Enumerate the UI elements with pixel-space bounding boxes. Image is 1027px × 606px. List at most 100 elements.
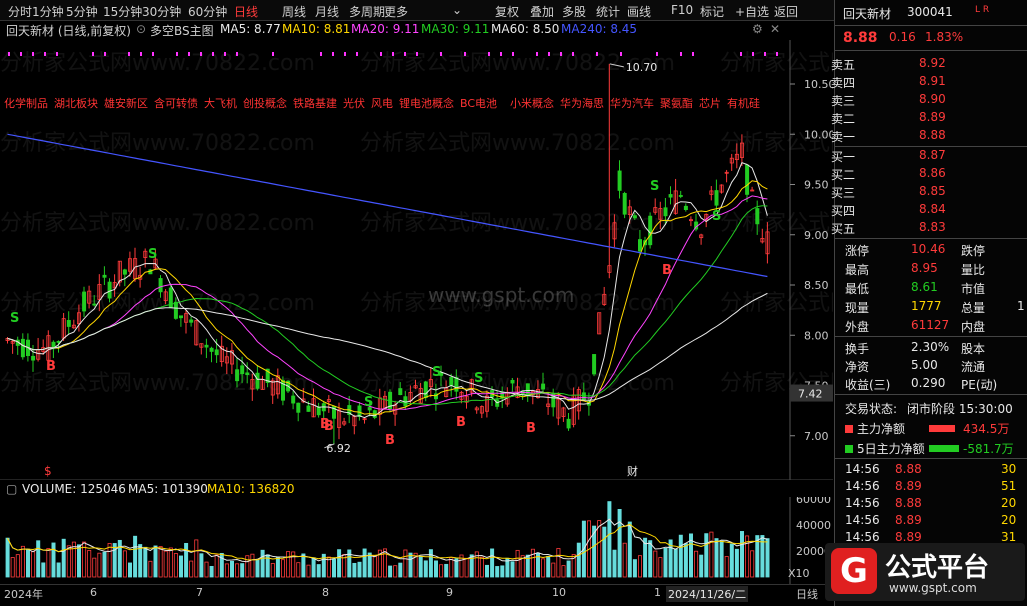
toolbar-6[interactable]: 日线 [234,3,258,20]
volume-chart[interactable]: 60000 40000 20000 X10 [0,497,833,584]
toolbar-4[interactable]: 30分钟 [142,3,181,20]
concept-tag[interactable]: 华为汽车 [610,95,654,111]
stat-value: 1777 [911,299,942,313]
candle-body [215,350,218,355]
chart-header: 回天新材 (日线,前复权) ⊙ 多空BS主图 MA5: 8.77 MA10: 8… [0,20,833,38]
bid-price[interactable]: 8.87 [919,148,946,162]
stat-label: 跌停 [961,242,985,259]
bid-price[interactable]: 8.85 [919,184,946,198]
tick-time: 14:56 [845,479,880,493]
toolbar-13[interactable]: 多股 [562,3,586,20]
price-marker: 7.42 [798,388,823,401]
concept-tag[interactable]: 有机硅 [727,95,760,111]
volume-bar [98,553,101,577]
dropdown-icon[interactable]: ⊙ [136,22,146,36]
toolbar-5[interactable]: 60分钟 [188,3,227,20]
ask-price[interactable]: 8.90 [919,92,946,106]
volume-bar [638,556,641,577]
toolbar-17[interactable]: 标记 [700,3,724,20]
volume-bar [190,561,193,577]
volume-unit: X10 [788,567,810,580]
concept-tag[interactable]: 化学制品 [4,95,48,111]
concept-tag[interactable]: 创投概念 [243,95,287,111]
toolbar-7[interactable]: 周线 [282,3,306,20]
candle-body [317,407,320,415]
concept-tag[interactable]: 锂电池概念 [399,95,454,111]
concept-tag[interactable]: 华为海思 [560,95,604,111]
volume-bar [312,558,315,577]
volume-header: ▢ VOLUME: 125046 MA5: 101390 MA10: 13682… [0,481,833,497]
dollar-marker[interactable]: $ [44,464,52,478]
ask-price[interactable]: 8.92 [919,56,946,70]
concept-tag[interactable]: 芯片 [699,95,721,111]
concept-tag[interactable]: 聚氨酯 [660,95,693,111]
volume-bar [603,527,606,577]
toolbar-11[interactable]: 复权 [495,3,519,20]
volume-bar [26,549,29,577]
concept-tag[interactable]: 大飞机 [204,95,237,111]
toolbar-19[interactable]: 返回 [774,3,798,20]
stat-label: 收益(三) [845,376,890,393]
volume-bar [480,557,483,577]
stat-label: 股本 [961,340,985,357]
candle-body [103,275,106,277]
concept-tag[interactable]: 含可转债 [154,95,198,111]
volume-bar [679,535,682,577]
ask-price[interactable]: 8.91 [919,74,946,88]
more-chevron-icon[interactable]: ⌄ [452,3,462,17]
concept-tag[interactable]: 湖北板块 [54,95,98,111]
concept-tag[interactable]: BC电池 [460,95,497,111]
toolbar-15[interactable]: 画线 [627,3,651,20]
volume-bar [16,555,19,577]
concept-tag[interactable]: 风电 [371,95,393,111]
toolbar-16[interactable]: F10 [671,3,693,17]
settings-icon[interactable]: ⚙ [752,22,763,36]
volume-bar [37,541,40,577]
price-tick: 8.50 [804,279,829,292]
volume-bar [516,550,519,577]
concept-tag[interactable]: 雄安新区 [104,95,148,111]
volume-bar [434,561,437,577]
toolbar-12[interactable]: 叠加 [530,3,554,20]
volume-bar [174,554,177,577]
toolbar-1[interactable]: 1分钟 [32,3,64,20]
bid-price[interactable]: 8.86 [919,166,946,180]
toolbar-3[interactable]: 15分钟 [103,3,142,20]
toolbar-14[interactable]: 统计 [596,3,620,20]
volume-bar [649,541,652,577]
volume-bar [552,563,555,577]
volume-bar [557,548,560,577]
candle-body [679,195,682,196]
finance-marker[interactable]: 财 [627,464,638,478]
main-flow-label: 主力净额 [857,420,905,437]
price-tick: 10.00 [804,128,833,141]
candle-body [358,406,361,417]
volume-toggle-icon[interactable]: ▢ [6,482,17,496]
candle-body [246,373,249,375]
ask-price[interactable]: 8.88 [919,128,946,142]
concept-tag[interactable]: 光伏 [343,95,365,111]
volume-bar [751,551,754,577]
signal-sell: S [148,247,157,262]
toolbar-18[interactable]: +自选 [735,3,769,20]
close-icon[interactable]: ✕ [770,22,780,36]
toolbar-10[interactable]: 更多 [384,3,408,20]
signal-buy: B [320,417,330,432]
candle-body [638,240,641,251]
volume-bar [674,549,677,577]
ask-price[interactable]: 8.89 [919,110,946,124]
concept-tag[interactable]: 铁路基建 [293,95,337,111]
candle-body [618,171,621,190]
toolbar-8[interactable]: 月线 [315,3,339,20]
bid-price[interactable]: 8.83 [919,220,946,234]
candle-body [297,403,300,412]
indicator-name[interactable]: 多空BS主图 [150,22,214,39]
toolbar-2[interactable]: 5分钟 [66,3,98,20]
volume-bar [220,553,223,577]
toolbar-9[interactable]: 多周期 [349,3,385,20]
toolbar-0[interactable]: 分时 [8,3,32,20]
volume-bar [445,564,448,577]
concept-tag[interactable]: 小米概念 [510,95,554,111]
bid-price[interactable]: 8.84 [919,202,946,216]
stat-label: 外盘 [845,318,869,335]
